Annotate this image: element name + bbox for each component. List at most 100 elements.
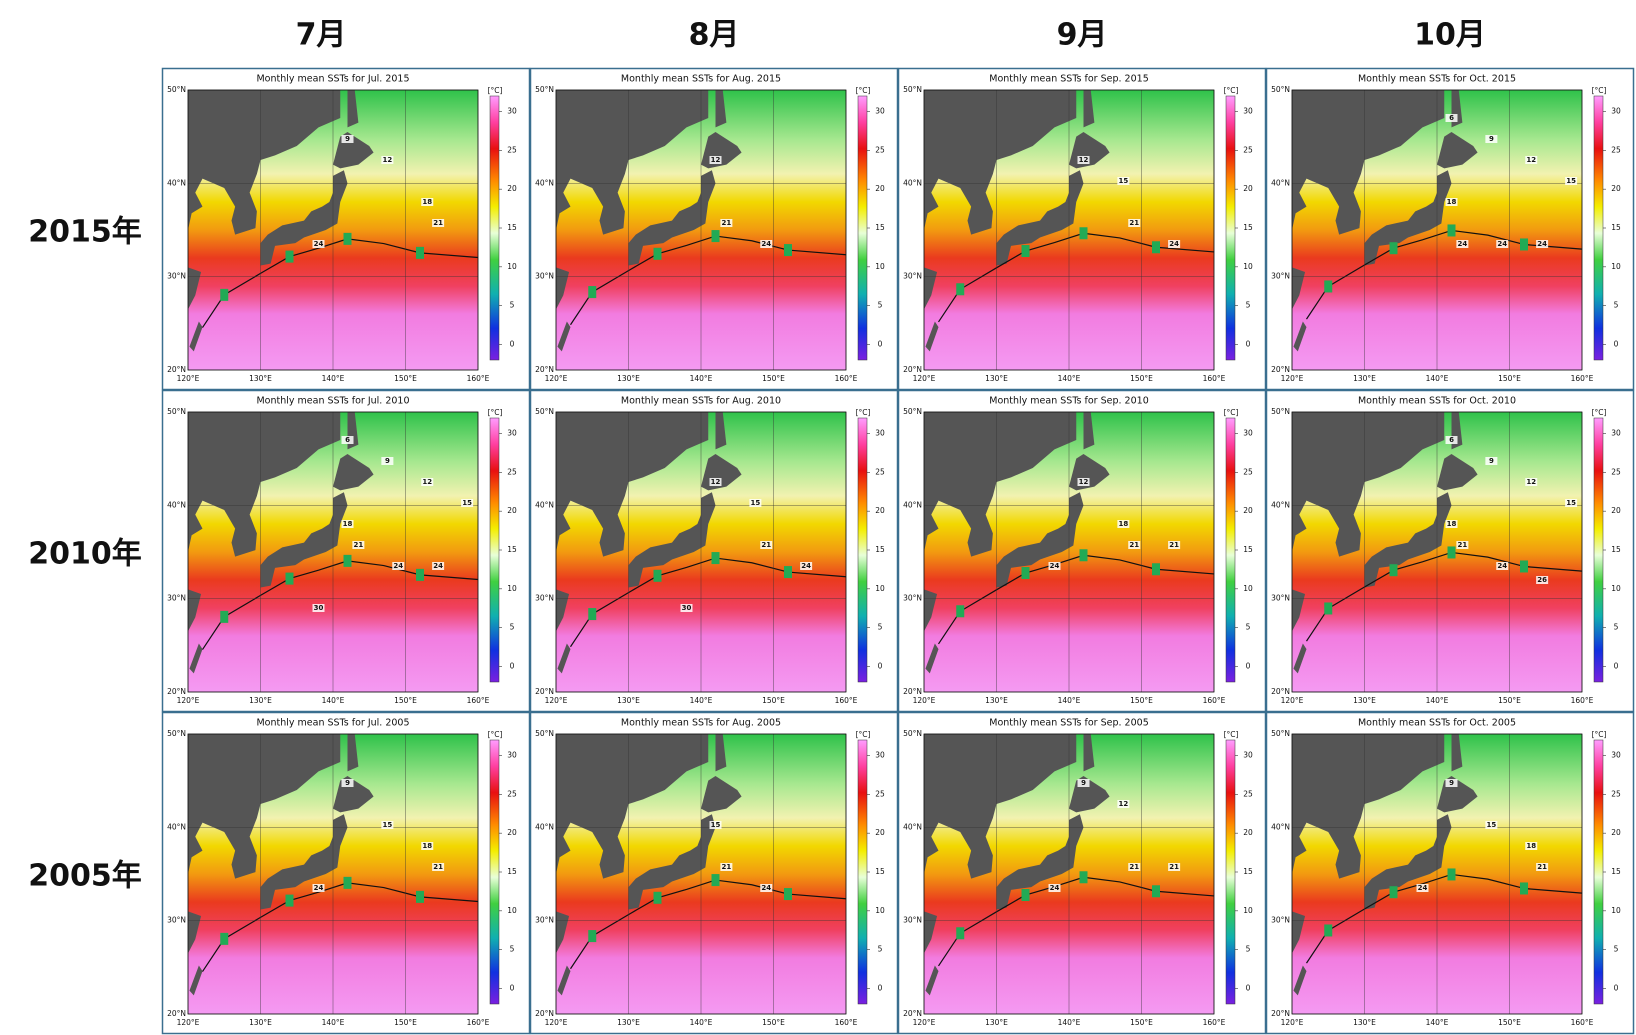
contour-label-bg: [800, 562, 813, 570]
marker: [653, 569, 662, 582]
colorbar-label: 15: [1243, 545, 1253, 554]
marker: [1152, 885, 1160, 898]
land: [556, 267, 570, 310]
land: [1437, 132, 1478, 169]
contour-label-bg: [1525, 156, 1538, 164]
map-panel: Monthly mean SSTs for Jul. 2010 120°E 130°…: [161, 389, 531, 713]
lon-label: 160°E: [835, 1018, 858, 1027]
marker: [1520, 560, 1528, 573]
lat-label: 30°N: [535, 916, 554, 925]
contour-label: 12: [711, 478, 721, 486]
contour-label: 12: [1079, 478, 1089, 486]
lon-label: 150°E: [394, 696, 417, 705]
colorbar-label: 20: [507, 184, 517, 193]
land: [924, 412, 1077, 557]
contour-label-bg: [760, 884, 773, 892]
colorbar-label: 10: [1611, 906, 1621, 915]
colorbar-unit: [°C]: [488, 86, 503, 95]
map-border: [923, 733, 1215, 1015]
column-header: 7月: [296, 18, 347, 53]
colorbar-label: 0: [1614, 339, 1619, 348]
colorbar-label: 20: [1611, 828, 1621, 837]
colorbar-label: 5: [878, 623, 883, 632]
contour-label-bg: [1077, 779, 1090, 787]
lon-label: 150°E: [1498, 1018, 1521, 1027]
lon-label: 160°E: [835, 374, 858, 383]
contour-label: 12: [422, 478, 432, 486]
map-panel: Monthly mean SSTs for Aug. 2005 120°E 130°…: [529, 711, 899, 1035]
contour-line: [1306, 551, 1583, 642]
lon-label: 140°E: [690, 696, 713, 705]
contour-label: 12: [711, 156, 721, 164]
contour-label-bg: [1456, 541, 1469, 549]
marker: [711, 874, 720, 887]
contour-label: 12: [383, 156, 393, 164]
contour-label-bg: [1168, 240, 1181, 248]
land: [260, 492, 348, 588]
lat-label: 40°N: [535, 178, 554, 187]
colorbar-label: 20: [875, 828, 885, 837]
contour-label-bg: [432, 863, 445, 871]
colorbar-label: 10: [507, 584, 517, 593]
land: [925, 643, 939, 674]
land: [556, 589, 570, 632]
contour-label: 15: [462, 499, 472, 507]
contour-label: 21: [433, 219, 443, 227]
lon-label: 130°E: [1353, 374, 1376, 383]
lon-label: 150°E: [762, 696, 785, 705]
lat-label: 50°N: [535, 407, 554, 416]
lon-label: 140°E: [1426, 696, 1449, 705]
contour-label: 9: [385, 457, 390, 465]
lat-label: 40°N: [167, 178, 186, 187]
colorbar-label: 0: [1614, 661, 1619, 670]
contour-label-bg: [421, 198, 434, 206]
marker: [1152, 241, 1160, 254]
contour-label: 21: [1129, 219, 1139, 227]
colorbar: [1593, 417, 1604, 683]
contour-label-bg: [760, 240, 773, 248]
colorbar-label: 20: [507, 506, 517, 515]
colorbar: [489, 417, 500, 683]
contour-label: 6: [345, 436, 350, 444]
lat-label: 30°N: [167, 594, 186, 603]
colorbar-label: 25: [1611, 467, 1621, 476]
contour-label: 21: [1169, 863, 1179, 871]
contour-label-bg: [1048, 884, 1061, 892]
lat-label: 50°N: [903, 729, 922, 738]
lon-label: 120°E: [177, 1018, 200, 1027]
lon-label: 130°E: [617, 1018, 640, 1027]
colorbar: [857, 417, 868, 683]
land: [1364, 814, 1452, 910]
lat-label: 50°N: [535, 729, 554, 738]
land: [556, 412, 709, 557]
land: [1364, 170, 1452, 266]
land: [925, 965, 939, 996]
marker: [416, 568, 424, 581]
marker: [588, 608, 597, 621]
lon-label: 120°E: [177, 374, 200, 383]
colorbar-label: 30: [507, 751, 517, 760]
panel-title: Monthly mean SSTs for Sep. 2010: [989, 396, 1148, 407]
marker: [711, 552, 720, 565]
colorbar-label: 30: [1243, 751, 1253, 760]
land: [188, 589, 202, 632]
contour-label-bg: [709, 478, 722, 486]
lat-label: 50°N: [1271, 407, 1290, 416]
lon-label: 130°E: [1353, 1018, 1376, 1027]
marker: [220, 610, 229, 623]
lon-label: 160°E: [835, 696, 858, 705]
colorbar-label: 10: [1611, 262, 1621, 271]
lat-label: 20°N: [167, 365, 186, 374]
marker: [1021, 889, 1030, 901]
lat-label: 20°N: [167, 1009, 186, 1018]
lat-label: 30°N: [535, 272, 554, 281]
contour-label-bg: [1128, 863, 1141, 871]
colorbar-label: 15: [875, 867, 885, 876]
lat-label: 20°N: [1271, 687, 1290, 696]
colorbar-label: 20: [507, 828, 517, 837]
contour-label: 24: [1050, 562, 1060, 570]
lat-label: 20°N: [167, 687, 186, 696]
panel-title: Monthly mean SSTs for Sep. 2015: [989, 74, 1148, 85]
lat-label: 50°N: [1271, 85, 1290, 94]
contour-label: 21: [1129, 863, 1139, 871]
